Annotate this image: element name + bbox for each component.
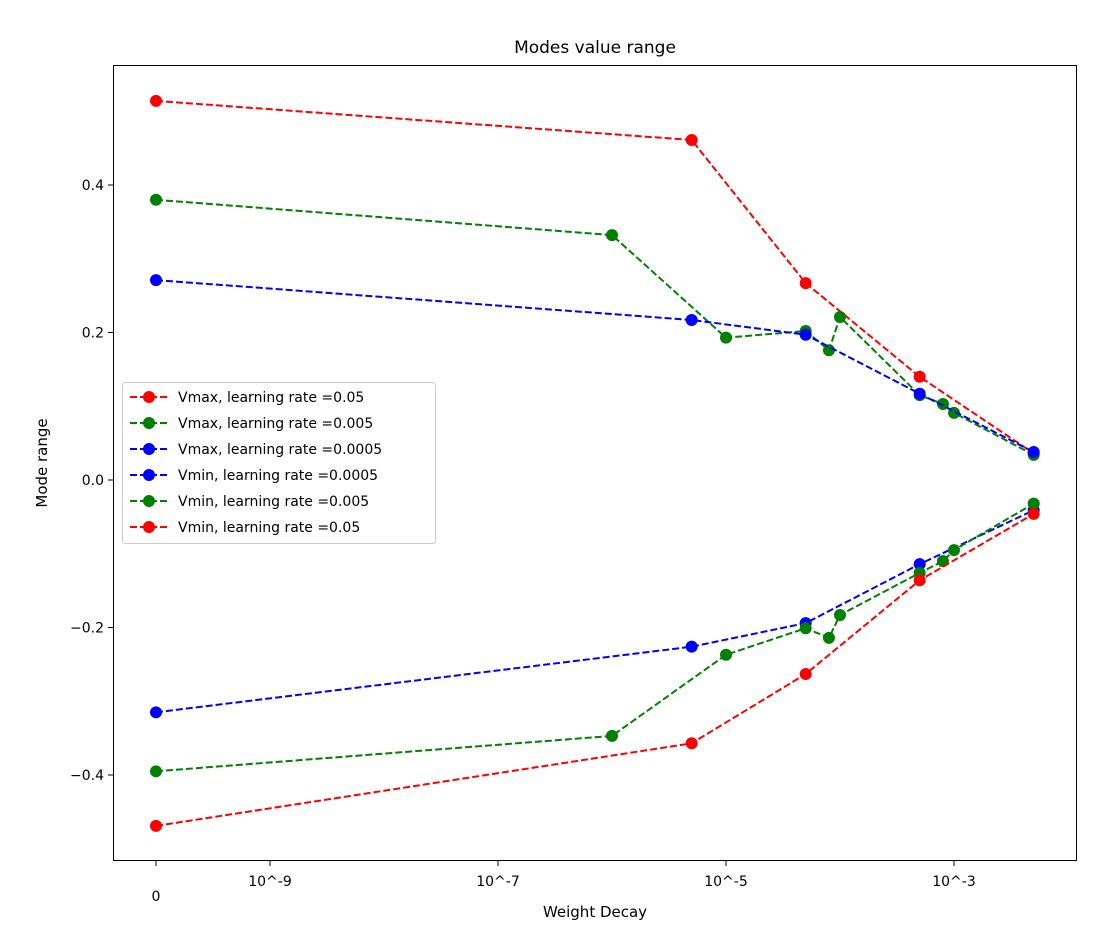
x-tick-label: 10^-9 (248, 874, 292, 890)
data-point (606, 229, 618, 242)
data-point (799, 667, 812, 680)
legend-entry: Vmax, learning rate =0.005 (130, 416, 373, 432)
legend-entry: Vmax, learning rate =0.05 (130, 390, 364, 406)
data-point (799, 277, 812, 290)
x-tick-label: 0 (152, 889, 161, 905)
data-point (799, 622, 812, 635)
x-tick-label: 10^-5 (704, 874, 748, 890)
x-tick-label: 10^-3 (932, 874, 976, 890)
series-4 (150, 497, 1040, 778)
legend-label: Vmin, learning rate =0.05 (178, 520, 360, 536)
legend-marker (143, 469, 155, 481)
legend-label: Vmin, learning rate =0.0005 (178, 468, 378, 484)
legend-marker (143, 443, 155, 455)
x-axis: 0 10^-9 10^-7 10^-5 10^-3 (152, 861, 976, 905)
data-point (685, 134, 698, 147)
y-axis-label: Mode range (33, 418, 51, 507)
data-point (150, 819, 162, 832)
data-point (936, 398, 949, 411)
legend-marker (143, 417, 155, 429)
legend-entry: Vmax, learning rate =0.0005 (130, 442, 382, 458)
data-point (822, 344, 835, 357)
data-point (1027, 507, 1040, 520)
legend-entry: Vmin, learning rate =0.0005 (130, 468, 378, 484)
series-5 (150, 507, 1040, 832)
legend-label: Vmax, learning rate =0.0005 (178, 442, 382, 458)
axes-frame (113, 65, 1077, 861)
legend-box (122, 382, 436, 544)
data-point (834, 311, 846, 324)
y-tick-label: 0.4 (82, 178, 104, 194)
data-point (720, 648, 732, 661)
data-point (913, 574, 926, 587)
data-point (948, 544, 960, 557)
legend: Vmax, learning rate =0.05 Vmax, learning … (122, 382, 436, 544)
data-point (150, 94, 162, 107)
x-axis-label: Weight Decay (543, 903, 647, 921)
y-tick-label: −0.2 (70, 621, 104, 637)
legend-marker (143, 521, 155, 533)
data-point (685, 640, 698, 653)
data-point (834, 608, 846, 621)
data-point (150, 706, 162, 719)
data-point (685, 737, 698, 750)
data-point (913, 387, 926, 400)
data-point (150, 765, 162, 778)
plot-area (150, 94, 1040, 832)
data-point (1027, 445, 1040, 458)
y-axis: 0.4 0.2 0.0 −0.2 −0.4 (70, 178, 113, 784)
y-tick-label: −0.4 (70, 768, 104, 784)
data-point (150, 193, 162, 206)
y-tick-label: 0.2 (82, 326, 104, 342)
legend-label: Vmax, learning rate =0.05 (178, 390, 364, 406)
data-point (606, 729, 618, 742)
data-point (720, 331, 732, 344)
data-point (685, 313, 698, 326)
data-point (1027, 497, 1040, 510)
series-line (155, 198, 1035, 456)
series-line (155, 513, 1035, 827)
x-tick-label: 10^-7 (476, 874, 520, 890)
y-tick-label: 0.0 (82, 473, 104, 489)
data-point (913, 370, 926, 383)
legend-marker (143, 391, 155, 403)
series-2 (150, 274, 1040, 458)
legend-marker (143, 495, 155, 507)
data-point (913, 558, 926, 571)
legend-entry: Vmin, learning rate =0.005 (130, 494, 369, 510)
chart-title: Modes value range (514, 38, 676, 58)
data-point (799, 328, 812, 341)
legend-label: Vmin, learning rate =0.005 (178, 494, 369, 510)
series-line (155, 502, 1035, 773)
data-point (822, 631, 835, 644)
legend-entry: Vmin, learning rate =0.05 (130, 520, 360, 536)
data-point (150, 274, 162, 287)
legend-label: Vmax, learning rate =0.005 (178, 416, 373, 432)
